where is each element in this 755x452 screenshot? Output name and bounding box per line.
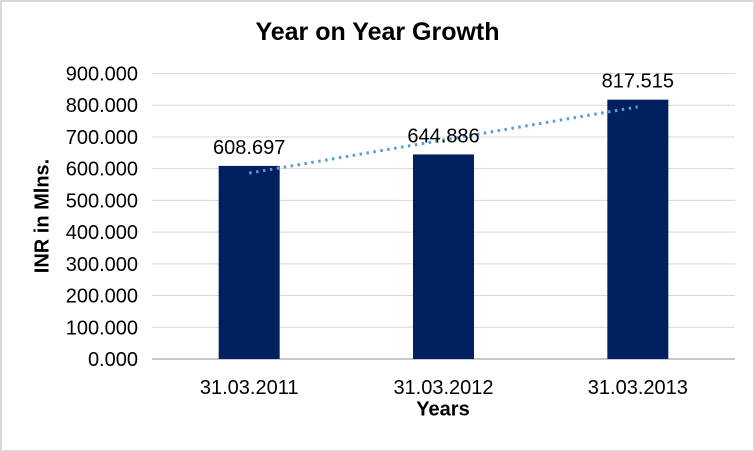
y-tick-label: 300.000	[66, 254, 138, 276]
y-tick-label: 900.000	[66, 64, 138, 86]
bar-data-label: 817.515	[602, 71, 674, 93]
y-tick-label: 500.000	[66, 190, 138, 212]
chart-title: Year on Year Growth	[255, 18, 500, 46]
y-tick-label: 0.000	[88, 349, 138, 371]
x-category-label: 31.03.2013	[588, 377, 688, 399]
x-axis-title: Years	[416, 398, 470, 421]
trendline	[248, 105, 639, 175]
y-tick-label: 800.000	[66, 95, 138, 117]
bar-data-label: 644.886	[407, 125, 479, 147]
y-tick-label: 100.000	[66, 317, 138, 339]
y-tick-label: 200.000	[66, 286, 138, 308]
x-category-label: 31.03.2012	[393, 377, 493, 399]
bar	[607, 99, 669, 359]
bar	[413, 154, 474, 359]
y-tick-label: 600.000	[66, 159, 138, 181]
x-category-label: 31.03.2011	[200, 377, 299, 399]
y-tick-label: 400.000	[66, 222, 138, 244]
bar	[218, 165, 280, 359]
bar-data-label: 608.697	[213, 137, 285, 159]
y-tick-label: 700.000	[66, 127, 138, 149]
